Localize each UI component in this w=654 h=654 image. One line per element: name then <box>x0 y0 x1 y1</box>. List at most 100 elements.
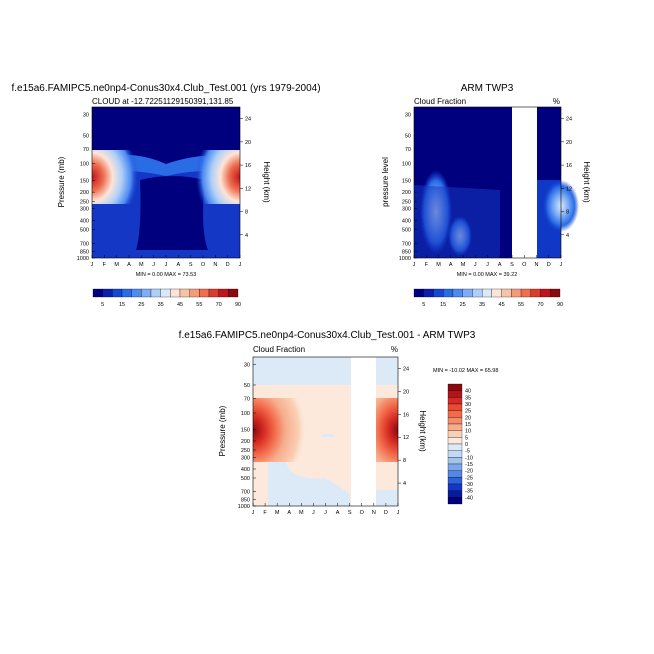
panel-model-ytick-label: 100 <box>80 162 89 168</box>
panel-model-ylabel-right: Height (km) <box>262 161 271 203</box>
panel-diff-missing <box>351 357 376 506</box>
panel-model-ytick-label: 30 <box>83 112 89 118</box>
colorbar-diff-swatch <box>447 430 463 438</box>
panel-obs-ylabel-left: pressure level <box>381 157 390 207</box>
panel-diff-ytick-label: 400 <box>241 467 250 473</box>
panel-diff-xtick-label: M <box>275 510 280 516</box>
panel-obs-height-tick-label: 12 <box>566 186 572 192</box>
panel-diff-ytick-label: 500 <box>241 476 250 482</box>
colorbar-diff-swatch <box>447 477 463 485</box>
panel-obs-height-tick-label: 8 <box>566 210 569 216</box>
panel-model-xtick-label: J <box>152 262 155 268</box>
panel-model: f.e15a6.FAMIPC5.ne0np4-Conus30x4.Club_Te… <box>11 83 320 278</box>
panel-obs-ytick-label: 100 <box>402 162 411 168</box>
colorbar-diff-label: 15 <box>465 422 471 428</box>
panel-model-height-tick-label: 16 <box>245 163 251 169</box>
panel-model-xtick-label: J <box>165 262 168 268</box>
panel-obs-stats: MIN = 0.00 MAX = 39.22 <box>457 272 518 278</box>
panel-model-xtick-label: N <box>213 262 217 268</box>
colorbar-diff-label: -10 <box>465 455 473 461</box>
panel-obs-missing <box>512 107 537 258</box>
panel-model-ytick-label: 200 <box>80 190 89 196</box>
colorbar-diff-label: -20 <box>465 469 473 475</box>
colorbar-obs-label: 90 <box>557 302 563 308</box>
colorbar-diff-swatch <box>447 390 463 398</box>
panel-diff-height-tick-label: 20 <box>403 389 409 395</box>
panel-model-inner-dark <box>136 176 208 250</box>
colorbar-diff-swatch <box>447 470 463 478</box>
panel-diff-title: f.e15a6.FAMIPC5.ne0np4-Conus30x4.Club_Te… <box>179 330 476 341</box>
panel-diff-ytick-label: 150 <box>241 427 250 433</box>
panel-obs-xtick-label: M <box>436 262 441 268</box>
panel-model-xtick-label: O <box>201 262 206 268</box>
panel-obs-xtick-label: J <box>486 262 489 268</box>
colorbar-obs-label: 55 <box>518 302 524 308</box>
panel-diff-xtick-label: F <box>263 510 267 516</box>
panel-model-subtitle: CLOUD at -12.72251129150391,131.85 <box>92 97 234 106</box>
panel-diff-subtitle: Cloud Fraction <box>253 345 305 354</box>
colorbar-diff-swatch <box>447 383 463 391</box>
panel-obs-ytick-label: 70 <box>405 147 411 153</box>
panel-model-title: f.e15a6.FAMIPC5.ne0np4-Conus30x4.Club_Te… <box>11 83 320 94</box>
panel-obs-ytick-label: 850 <box>402 249 411 255</box>
panel-diff-units: % <box>391 345 398 354</box>
panel-obs-xtick-label: F <box>425 262 429 268</box>
colorbar-model-label: 25 <box>138 302 144 308</box>
colorbar-model-label: 5 <box>101 302 104 308</box>
colorbar-diff-swatch <box>447 437 463 445</box>
panel-diff-height-tick-label: 8 <box>403 458 406 464</box>
panel-diff-ytick-label: 50 <box>244 383 250 389</box>
panel-model-ytick-label: 500 <box>80 228 89 234</box>
panel-diff-stats: MIN = -10.02 MAX = 65.98 <box>433 368 498 374</box>
colorbar-diff-swatch <box>447 450 463 458</box>
panel-diff-hot-left <box>253 398 307 462</box>
panel-model-height-tick-label: 12 <box>245 186 251 192</box>
colorbar-model-swatch <box>199 288 210 298</box>
panel-obs-xtick-label: J <box>474 262 477 268</box>
panel-model-xtick-label: S <box>189 262 193 268</box>
colorbar-model-swatch <box>102 288 113 298</box>
colorbar-obs-swatch <box>491 288 502 298</box>
panel-obs-height-tick-label: 4 <box>566 233 569 239</box>
panel-diff-xtick-label: J <box>312 510 315 516</box>
colorbar-diff-label: -15 <box>465 462 473 468</box>
colorbar-obs-swatch <box>540 288 551 298</box>
colorbar-diff-swatch <box>447 443 463 451</box>
panel-model-xtick-label: M <box>114 262 119 268</box>
panel-obs-title: ARM TWP3 <box>461 83 514 94</box>
panel-diff-height-tick-label: 16 <box>403 412 409 418</box>
panel-diff-ytick-label: 850 <box>241 497 250 503</box>
panel-model-stats: MIN = 0.00 MAX = 73.53 <box>136 272 197 278</box>
panel-model-ytick-label: 850 <box>80 249 89 255</box>
colorbar-model-swatch <box>112 288 123 298</box>
panel-obs-units: % <box>553 97 560 106</box>
colorbar-diff-label: -30 <box>465 482 473 488</box>
colorbar-model-label: 35 <box>158 302 164 308</box>
colorbar-diff-label: 25 <box>465 409 471 415</box>
colorbar-diff-swatch <box>447 410 463 418</box>
colorbar-obs-label: 25 <box>460 302 466 308</box>
panel-diff-low-neg-right <box>376 490 398 506</box>
colorbar-obs-swatch <box>520 288 531 298</box>
panel-diff-xtick-label: N <box>372 510 376 516</box>
panel-obs-xtick-label: S <box>510 262 514 268</box>
panel-diff-ytick-label: 70 <box>244 397 250 403</box>
panel-diff-xtick-label: S <box>348 510 352 516</box>
panel-obs-xtick-label: N <box>535 262 539 268</box>
panel-model-xtick-label: F <box>103 262 107 268</box>
panel-diff-height-tick-label: 4 <box>403 481 406 487</box>
panel-model-height-tick-label: 8 <box>245 210 248 216</box>
panel-obs-xtick-label: A <box>449 262 453 268</box>
colorbar-diff-label: 0 <box>465 442 468 448</box>
colorbar-obs-label: 35 <box>479 302 485 308</box>
panel-diff-xtick-label: A <box>336 510 340 516</box>
panel-obs-ytick-label: 500 <box>402 228 411 234</box>
colorbar-diff-label: -35 <box>465 489 473 495</box>
colorbar-obs-swatch <box>501 288 512 298</box>
panel-obs-ytick-label: 300 <box>402 207 411 213</box>
panel-model-height-tick-label: 24 <box>245 117 251 123</box>
panel-model-ytick-label: 250 <box>80 199 89 205</box>
colorbar-model: 5 15 25 35 45 55 70 90 <box>92 288 241 308</box>
colorbar-obs-swatch <box>452 288 463 298</box>
